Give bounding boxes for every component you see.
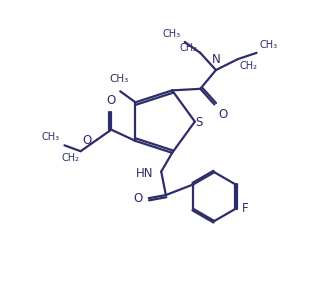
Text: S: S xyxy=(195,116,202,129)
Text: O: O xyxy=(106,94,115,107)
Text: O: O xyxy=(82,134,92,147)
Text: CH₃: CH₃ xyxy=(259,40,277,50)
Text: N: N xyxy=(212,53,220,66)
Text: CH₃: CH₃ xyxy=(109,74,128,84)
Text: F: F xyxy=(242,202,249,215)
Text: CH₃: CH₃ xyxy=(41,131,60,141)
Text: CH₂: CH₂ xyxy=(61,153,79,163)
Text: O: O xyxy=(218,108,227,121)
Text: HN: HN xyxy=(136,167,153,180)
Text: CH₂: CH₂ xyxy=(179,43,197,53)
Text: CH₂: CH₂ xyxy=(239,61,257,71)
Text: CH₃: CH₃ xyxy=(163,29,181,39)
Text: O: O xyxy=(133,192,143,205)
